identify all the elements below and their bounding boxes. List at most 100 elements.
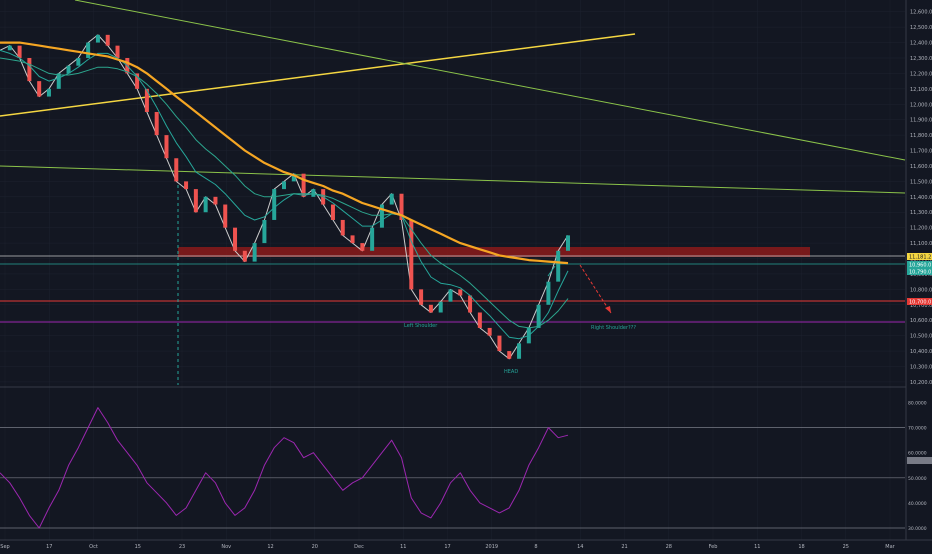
price-candle: [301, 173, 306, 197]
price-tick-label: 10,300.0: [910, 364, 932, 370]
price-candle: [350, 235, 355, 244]
price-candle: [203, 196, 208, 213]
rsi-tick-label: 60.0000: [908, 451, 927, 457]
projection-arrow-head: [605, 306, 611, 313]
price-candle: [56, 73, 61, 89]
price-candle: [448, 289, 453, 302]
price-candle: [242, 250, 247, 262]
price-tick-label: 11,700.0: [910, 149, 932, 155]
x-tick-label: 14: [577, 544, 583, 550]
price-candle: [46, 88, 51, 97]
price-candle: [536, 304, 541, 328]
x-tick-label: 20: [312, 544, 318, 550]
annotation-right-shoulder: Right Shoulder???: [591, 325, 636, 331]
x-tick-label: 12: [267, 544, 273, 550]
price-tick-label: 12,300.0: [910, 56, 932, 62]
annotation-head: HEAD: [504, 369, 518, 375]
price-candle: [360, 243, 365, 251]
price-tick-label: 11,600.0: [910, 164, 932, 170]
price-candle: [272, 189, 277, 220]
price-candle: [497, 335, 502, 352]
price-candle: [556, 250, 561, 282]
x-tick-label: Nov: [221, 544, 231, 550]
x-tick-label: 11: [754, 544, 760, 550]
x-tick-label: 21: [621, 544, 627, 550]
rsi-tick-label: 50.0000: [908, 476, 927, 482]
x-tick-label: 15: [135, 544, 141, 550]
trend-line-yellow: [0, 33, 636, 117]
price-tick-label: 10,200.0: [910, 380, 932, 386]
x-tick-label: 17: [46, 544, 52, 550]
price-tick-label: 11,200.0: [910, 226, 932, 232]
price-label-c: 10,700.0: [909, 300, 931, 306]
price-candle: [193, 189, 198, 213]
resistance-zone: [178, 247, 810, 257]
price-candle: [428, 304, 433, 313]
rsi-panel: [0, 407, 905, 529]
trend-line-green-upper: [74, 0, 906, 161]
price-tick-label: 11,900.0: [910, 118, 932, 124]
price-tick-label: 11,500.0: [910, 179, 932, 185]
price-label-b: 10,790.0: [909, 270, 931, 276]
price-candle: [419, 289, 424, 305]
rsi-series-group: [0, 407, 569, 529]
price-candle: [487, 327, 492, 336]
x-tick-label: 23: [179, 544, 185, 550]
x-tick-label: Feb: [709, 544, 718, 550]
price-tick-label: 11,400.0: [910, 195, 932, 201]
rsi-label-box: [907, 457, 932, 464]
price-candle: [37, 81, 42, 97]
price-candle: [154, 111, 159, 136]
rsi-levels: [0, 427, 905, 529]
x-axis[interactable]: Sep 17 Oct 15 23 Nov 12 20 Dec 11 17 2019 8 14 21 28 Feb…: [0, 544, 895, 550]
price-candle: [105, 34, 110, 46]
x-tick-label: Mar: [885, 544, 895, 550]
price-tick-label: 10,600.0: [910, 318, 932, 324]
price-candle: [7, 45, 12, 51]
price-tick-label: 10,400.0: [910, 349, 932, 355]
x-tick-label: 2019: [485, 544, 498, 550]
price-candle: [379, 204, 384, 228]
price-candle: [233, 227, 238, 251]
price-tick-label: 10,700.0: [910, 303, 932, 309]
price-tick-label: 12,100.0: [910, 87, 932, 93]
price-candle: [517, 343, 522, 359]
x-tick-label: Sep: [0, 544, 9, 550]
rsi-line: [0, 407, 569, 529]
price-candle: [291, 173, 296, 182]
price-candle: [262, 219, 267, 244]
y-axis-rsi[interactable]: 80.0000 70.0000 60.0000 50.0000 40.0000 30.00…: [908, 401, 927, 532]
price-label-c-box: [907, 298, 932, 305]
price-candle: [184, 181, 189, 190]
price-label-current-box: [907, 253, 932, 260]
price-candle: [468, 295, 473, 313]
price-tick-label: 11,300.0: [910, 210, 932, 216]
price-label-a: 10,960.0: [909, 263, 931, 269]
price-candle: [174, 158, 179, 182]
trend-line-green-lower: [0, 165, 906, 194]
price-candle: [66, 65, 71, 74]
price-candle: [438, 301, 443, 313]
price-panel: Left Shoulder HEAD Right Shoulder???: [0, 0, 906, 540]
ma-mid-line: [0, 57, 569, 329]
price-tick-label: 12,600.0: [910, 10, 932, 16]
ema-slow-line: [0, 41, 569, 265]
price-tick-label: 10,800.0: [910, 287, 932, 293]
up-arrow: [547, 265, 556, 277]
price-candle: [27, 57, 32, 82]
projection-arrow: [579, 264, 612, 314]
price-label-b-box: [907, 268, 932, 275]
price-candle: [409, 219, 414, 290]
price-tick-label: 10,500.0: [910, 334, 932, 340]
price-candle: [95, 34, 100, 43]
price-tick-label: 11,800.0: [910, 133, 932, 139]
x-tick-label: 17: [444, 544, 450, 550]
x-tick-label: 28: [666, 544, 672, 550]
x-tick-label: 8: [534, 544, 537, 550]
price-candle: [458, 289, 463, 296]
x-tick-label: 25: [843, 544, 849, 550]
price-label-current: 11,181.2: [909, 255, 931, 261]
price-candle: [330, 204, 335, 220]
